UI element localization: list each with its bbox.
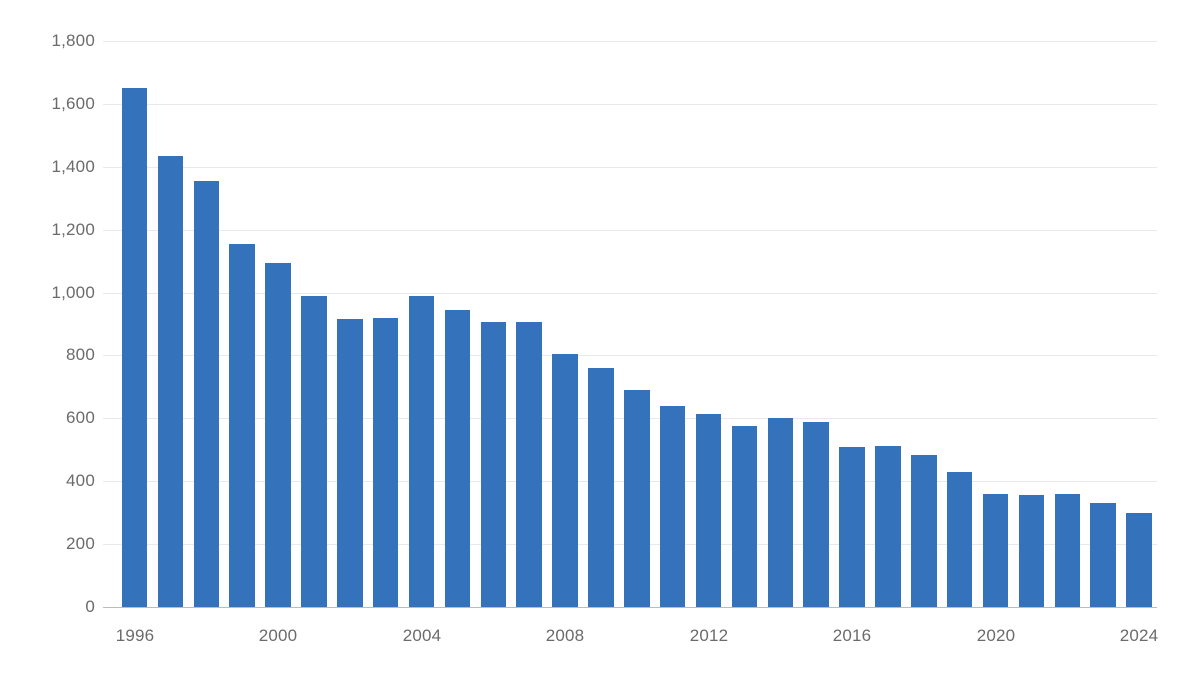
y-tick-label: 1,000 bbox=[51, 283, 95, 302]
bar-2022[interactable] bbox=[1054, 494, 1080, 607]
bar-2023[interactable] bbox=[1090, 502, 1116, 607]
bar-2017[interactable] bbox=[875, 446, 901, 607]
x-tick-label: 2016 bbox=[832, 626, 872, 645]
bar-2007[interactable] bbox=[516, 322, 542, 607]
y-tick-label: 800 bbox=[66, 345, 95, 364]
bar-2000[interactable] bbox=[265, 262, 291, 607]
y-gridline bbox=[103, 355, 1157, 356]
bar-1997[interactable] bbox=[157, 155, 184, 607]
bar-2015[interactable] bbox=[803, 421, 829, 607]
bar-2012[interactable] bbox=[695, 413, 722, 607]
bar-2011[interactable] bbox=[659, 405, 686, 607]
y-gridline bbox=[103, 293, 1157, 294]
bar-2024[interactable] bbox=[1126, 512, 1152, 607]
y-tick-label: 400 bbox=[66, 471, 95, 490]
bar-1998[interactable] bbox=[193, 180, 219, 607]
y-gridline bbox=[103, 230, 1157, 231]
x-tick-label: 2008 bbox=[545, 626, 585, 645]
bar-2020[interactable] bbox=[982, 493, 1009, 607]
bar-2014[interactable] bbox=[767, 418, 793, 607]
y-tick-label: 0 bbox=[85, 597, 95, 616]
y-tick-label: 200 bbox=[66, 534, 95, 553]
bar-2005[interactable] bbox=[444, 309, 471, 607]
y-tick-label: 1,600 bbox=[51, 94, 95, 113]
bar-2001[interactable] bbox=[301, 295, 327, 607]
bar-2008[interactable] bbox=[552, 353, 578, 607]
x-tick-label: 2004 bbox=[402, 626, 442, 645]
bar-2002[interactable] bbox=[337, 319, 363, 607]
bar-2006[interactable] bbox=[480, 322, 506, 607]
bar-2010[interactable] bbox=[624, 390, 650, 607]
y-tick-label: 1,200 bbox=[51, 220, 95, 239]
x-axis-baseline bbox=[103, 607, 1157, 608]
y-gridline bbox=[103, 167, 1157, 168]
bar-2004[interactable] bbox=[408, 295, 435, 607]
bar-2013[interactable] bbox=[731, 426, 758, 607]
bar-2021[interactable] bbox=[1018, 495, 1045, 607]
y-tick-label: 1,400 bbox=[51, 157, 95, 176]
bar-2019[interactable] bbox=[946, 472, 973, 607]
bar-1999[interactable] bbox=[229, 243, 255, 607]
bar-2016[interactable] bbox=[839, 446, 865, 607]
bar-2003[interactable] bbox=[372, 317, 399, 607]
bar-1996[interactable] bbox=[121, 88, 148, 607]
x-tick-label: 2000 bbox=[258, 626, 298, 645]
y-gridline bbox=[103, 104, 1157, 105]
x-tick-label: 2012 bbox=[689, 626, 729, 645]
x-tick-label: 1996 bbox=[115, 626, 155, 645]
y-tick-label: 1,800 bbox=[51, 31, 95, 50]
bar-2018[interactable] bbox=[911, 455, 937, 607]
y-gridline bbox=[103, 41, 1157, 42]
x-tick-label: 2024 bbox=[1119, 626, 1159, 645]
x-tick-label: 2020 bbox=[976, 626, 1016, 645]
y-tick-label: 600 bbox=[66, 408, 95, 427]
bar-2009[interactable] bbox=[588, 368, 614, 607]
